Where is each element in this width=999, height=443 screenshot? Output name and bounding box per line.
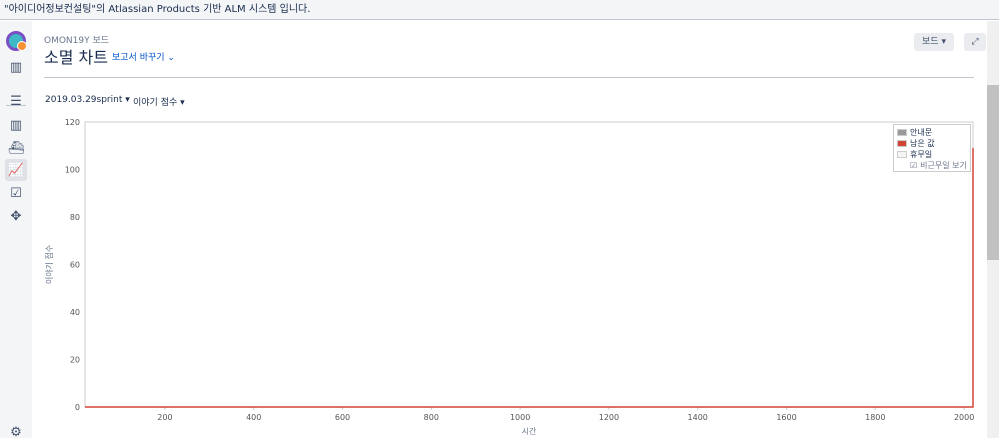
breadcrumb[interactable]: OMON19Y 보드 <box>44 36 110 46</box>
columns-icon[interactable]: ▥ <box>9 117 23 133</box>
board-button-label: 보드 <box>922 37 939 47</box>
x-axis-label: 시간 <box>522 426 537 436</box>
settings-icon[interactable]: ⚙ <box>10 424 22 440</box>
x-tick-label: 1600 <box>776 413 796 422</box>
switch-report-dropdown[interactable]: 보고서 바꾸기 ⌄ <box>112 50 175 63</box>
x-tick-label: 800 <box>424 413 439 422</box>
scrollbar-thumb[interactable] <box>987 85 999 260</box>
sidebar-divider <box>6 105 26 106</box>
legend-item-remaining: 남은 값 <box>897 138 935 149</box>
legend-item-guide: 안내문 <box>897 127 932 138</box>
legend-label: 안내문 <box>910 128 933 137</box>
legend-label: 휴무일 <box>910 150 933 159</box>
x-tick-label: 1800 <box>865 413 885 422</box>
estimate-label: 이야기 점수 <box>133 98 178 108</box>
checkbox-icon[interactable]: ☑ <box>910 161 918 170</box>
board-button[interactable]: 보드 ▾ <box>914 33 954 51</box>
board-icon[interactable]: ▥ <box>9 59 23 75</box>
page-title: 소멸 차트 <box>44 48 108 67</box>
ship-icon[interactable]: ⛴ <box>7 140 25 156</box>
legend-swatch <box>897 129 907 136</box>
legend-swatch <box>897 140 907 147</box>
x-tick-label: 1400 <box>688 413 708 422</box>
show-nonworking-checkbox[interactable]: ☑ 비근무일 보기 <box>910 160 967 171</box>
x-tick-label: 1000 <box>510 413 530 422</box>
legend-label: 남은 값 <box>910 139 935 148</box>
x-tick-label: 200 <box>157 413 172 422</box>
x-tick-label: 400 <box>246 413 261 422</box>
checkbox-label: 비근무일 보기 <box>920 161 967 170</box>
y-tick-label: 100 <box>65 166 80 175</box>
y-axis-label: 이야기 점수 <box>44 245 54 284</box>
y-tick-label: 120 <box>65 118 80 127</box>
legend-item-nonworking: 휴무일 <box>897 149 932 160</box>
y-tick-label: 60 <box>70 261 80 270</box>
chevron-down-icon: ⌄ <box>167 53 175 63</box>
addon-icon[interactable]: ✥ <box>10 208 22 224</box>
main-content: OMON19Y 보드 소멸 차트 보고서 바꾸기 ⌄ 보드 ▾ ⤢ 2019.0… <box>32 21 987 438</box>
plot-area <box>84 121 974 408</box>
legend-swatch <box>897 151 907 158</box>
sprint-label: 2019.03.29sprint <box>45 95 123 105</box>
x-tick-label: 600 <box>335 413 350 422</box>
expand-icon: ⤢ <box>971 37 979 47</box>
issues-icon[interactable]: ☑ <box>10 185 22 201</box>
backlog-icon[interactable]: ☰ <box>10 93 22 109</box>
chart-legend: 안내문 남은 값 휴무일 ☑ 비근무일 보기 <box>893 124 971 172</box>
series-line-remaining <box>85 148 974 408</box>
y-tick-label: 40 <box>70 308 80 317</box>
x-tick-label: 1200 <box>599 413 619 422</box>
y-tick-label: 20 <box>70 356 80 365</box>
estimate-dropdown[interactable]: 이야기 점수 ▾ <box>133 98 185 108</box>
system-banner: "아이디어정보컨설팅"의 Atlassian Products 기반 ALM 시… <box>0 0 999 20</box>
y-tick-label: 0 <box>75 403 80 412</box>
x-tick-label: 2000 <box>954 413 974 422</box>
sidebar: ▥ ☰ ▥ ⛴ 📈 ☑ ✥ ⚙ <box>0 21 32 440</box>
sprint-dropdown[interactable]: 2019.03.29sprint ▾ <box>45 95 130 105</box>
switch-report-label: 보고서 바꾸기 <box>112 53 165 63</box>
y-tick-label: 80 <box>70 213 80 222</box>
avatar-badge <box>17 41 27 51</box>
fullscreen-button[interactable]: ⤢ <box>964 33 986 51</box>
reports-icon[interactable]: 📈 <box>5 159 27 181</box>
divider <box>44 77 974 78</box>
